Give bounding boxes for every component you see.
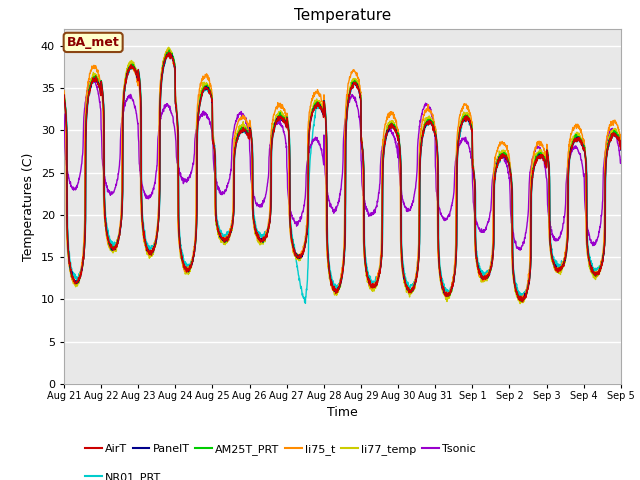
Text: BA_met: BA_met [67,36,120,49]
X-axis label: Time: Time [327,407,358,420]
Y-axis label: Temperatures (C): Temperatures (C) [22,152,35,261]
Title: Temperature: Temperature [294,9,391,24]
Legend: NR01_PRT: NR01_PRT [81,468,166,480]
